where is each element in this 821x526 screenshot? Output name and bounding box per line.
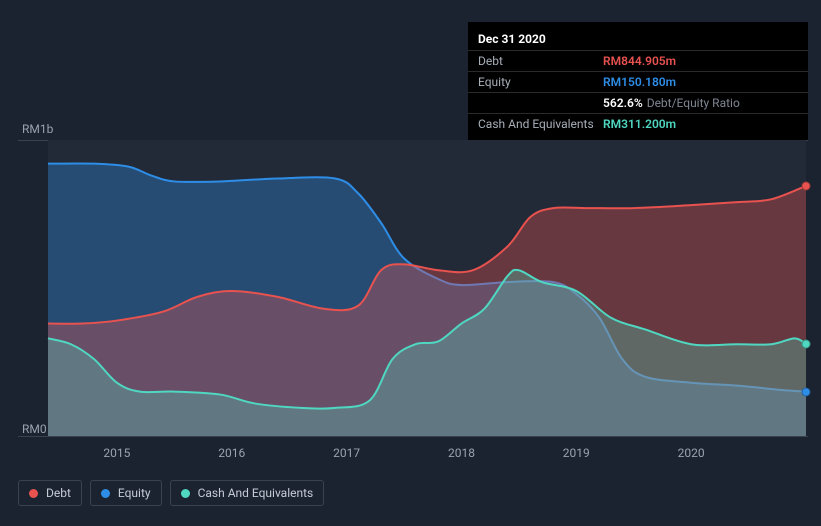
legend: Debt Equity Cash And Equivalents bbox=[18, 480, 324, 506]
x-tick-label: 2017 bbox=[333, 446, 360, 460]
end-marker-debt bbox=[802, 181, 811, 190]
x-tick-label: 2015 bbox=[103, 446, 130, 460]
x-tick-label: 2018 bbox=[448, 446, 475, 460]
legend-dot-icon bbox=[101, 489, 110, 498]
legend-item-debt[interactable]: Debt bbox=[18, 480, 82, 506]
end-marker-cash-and-equivalents bbox=[802, 339, 811, 348]
legend-dot-icon bbox=[29, 489, 38, 498]
x-tick-label: 2016 bbox=[218, 446, 245, 460]
legend-label: Debt bbox=[46, 486, 71, 500]
legend-item-cash-and-equivalents[interactable]: Cash And Equivalents bbox=[170, 480, 325, 506]
x-axis-ticks: 2015 2016 2017 2018 2019 2020 bbox=[0, 446, 821, 462]
end-marker-equity bbox=[802, 387, 811, 396]
legend-label: Cash And Equivalents bbox=[198, 486, 314, 500]
x-tick-label: 2020 bbox=[678, 446, 705, 460]
legend-dot-icon bbox=[181, 489, 190, 498]
chart-container: Dec 31 2020 DebtRM844.905mEquityRM150.18… bbox=[0, 0, 821, 526]
legend-label: Equity bbox=[118, 486, 151, 500]
x-tick-label: 2019 bbox=[563, 446, 590, 460]
legend-item-equity[interactable]: Equity bbox=[90, 480, 162, 506]
